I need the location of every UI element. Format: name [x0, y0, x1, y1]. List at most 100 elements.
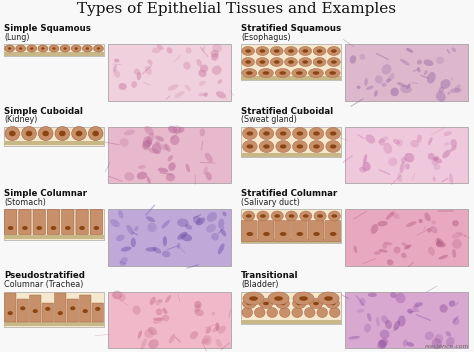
Ellipse shape: [359, 298, 365, 306]
Bar: [345, 44, 468, 101]
Ellipse shape: [218, 79, 222, 84]
Ellipse shape: [260, 60, 265, 64]
Ellipse shape: [299, 46, 312, 56]
Ellipse shape: [386, 211, 394, 220]
Ellipse shape: [146, 176, 151, 184]
Ellipse shape: [118, 210, 124, 218]
Ellipse shape: [359, 54, 365, 60]
Ellipse shape: [243, 211, 255, 221]
Ellipse shape: [417, 59, 422, 65]
Ellipse shape: [427, 72, 436, 83]
Ellipse shape: [22, 226, 28, 230]
Ellipse shape: [435, 334, 443, 343]
Ellipse shape: [256, 57, 269, 67]
Ellipse shape: [263, 232, 270, 236]
Ellipse shape: [280, 302, 285, 305]
Ellipse shape: [376, 317, 380, 327]
Ellipse shape: [49, 45, 59, 52]
Ellipse shape: [292, 69, 307, 77]
Ellipse shape: [425, 332, 434, 340]
Ellipse shape: [260, 49, 265, 53]
Ellipse shape: [450, 139, 457, 147]
Ellipse shape: [433, 156, 438, 161]
Ellipse shape: [313, 232, 320, 236]
Ellipse shape: [156, 308, 162, 315]
Ellipse shape: [366, 86, 374, 90]
Ellipse shape: [26, 131, 32, 136]
Ellipse shape: [276, 140, 291, 152]
Ellipse shape: [329, 71, 336, 75]
Ellipse shape: [165, 295, 171, 303]
Ellipse shape: [303, 214, 309, 218]
Ellipse shape: [216, 322, 219, 331]
Bar: [4, 321, 104, 326]
Bar: [241, 76, 341, 80]
Ellipse shape: [424, 59, 433, 66]
Ellipse shape: [380, 338, 389, 346]
Ellipse shape: [212, 44, 222, 52]
Ellipse shape: [318, 292, 339, 305]
Ellipse shape: [147, 133, 155, 143]
Ellipse shape: [439, 304, 448, 313]
Ellipse shape: [145, 66, 152, 75]
Ellipse shape: [163, 236, 167, 246]
Ellipse shape: [120, 138, 128, 147]
Ellipse shape: [280, 144, 286, 149]
FancyBboxPatch shape: [80, 295, 91, 322]
Ellipse shape: [302, 49, 308, 53]
Ellipse shape: [93, 226, 99, 230]
Ellipse shape: [218, 219, 224, 228]
Ellipse shape: [313, 144, 320, 149]
Ellipse shape: [428, 153, 435, 160]
Ellipse shape: [45, 307, 50, 311]
Ellipse shape: [428, 137, 433, 145]
FancyBboxPatch shape: [67, 299, 79, 322]
Text: Simple Cuboidal: Simple Cuboidal: [4, 107, 83, 115]
Ellipse shape: [317, 60, 322, 64]
Ellipse shape: [97, 47, 100, 50]
Ellipse shape: [270, 57, 283, 67]
Ellipse shape: [177, 232, 187, 240]
Ellipse shape: [212, 325, 220, 332]
Ellipse shape: [329, 308, 340, 318]
Ellipse shape: [280, 308, 290, 318]
Ellipse shape: [124, 172, 134, 181]
Ellipse shape: [148, 327, 157, 335]
FancyBboxPatch shape: [76, 209, 88, 234]
Ellipse shape: [328, 57, 340, 67]
Bar: [241, 126, 341, 157]
Ellipse shape: [168, 126, 178, 133]
Ellipse shape: [276, 298, 290, 308]
Ellipse shape: [155, 141, 160, 145]
Bar: [4, 44, 104, 56]
Ellipse shape: [274, 49, 280, 53]
Ellipse shape: [270, 46, 283, 56]
Ellipse shape: [121, 246, 131, 252]
Ellipse shape: [116, 234, 125, 241]
Ellipse shape: [438, 255, 448, 259]
Ellipse shape: [110, 219, 120, 227]
Ellipse shape: [401, 242, 410, 249]
Ellipse shape: [449, 173, 453, 185]
Ellipse shape: [406, 83, 410, 89]
Ellipse shape: [19, 47, 22, 50]
Ellipse shape: [313, 131, 320, 136]
Ellipse shape: [384, 242, 392, 245]
Ellipse shape: [299, 296, 308, 301]
Ellipse shape: [173, 125, 182, 134]
Ellipse shape: [148, 339, 159, 348]
Text: (Salivary duct): (Salivary duct): [241, 198, 300, 207]
Ellipse shape: [147, 59, 153, 65]
Ellipse shape: [354, 245, 357, 253]
Bar: [4, 140, 104, 145]
FancyBboxPatch shape: [292, 220, 307, 241]
Ellipse shape: [407, 309, 413, 314]
Ellipse shape: [397, 173, 402, 182]
Ellipse shape: [249, 296, 258, 301]
Ellipse shape: [118, 83, 127, 90]
Ellipse shape: [242, 69, 257, 77]
Ellipse shape: [168, 84, 179, 90]
Ellipse shape: [380, 329, 390, 339]
Ellipse shape: [65, 226, 71, 230]
Ellipse shape: [379, 138, 385, 146]
